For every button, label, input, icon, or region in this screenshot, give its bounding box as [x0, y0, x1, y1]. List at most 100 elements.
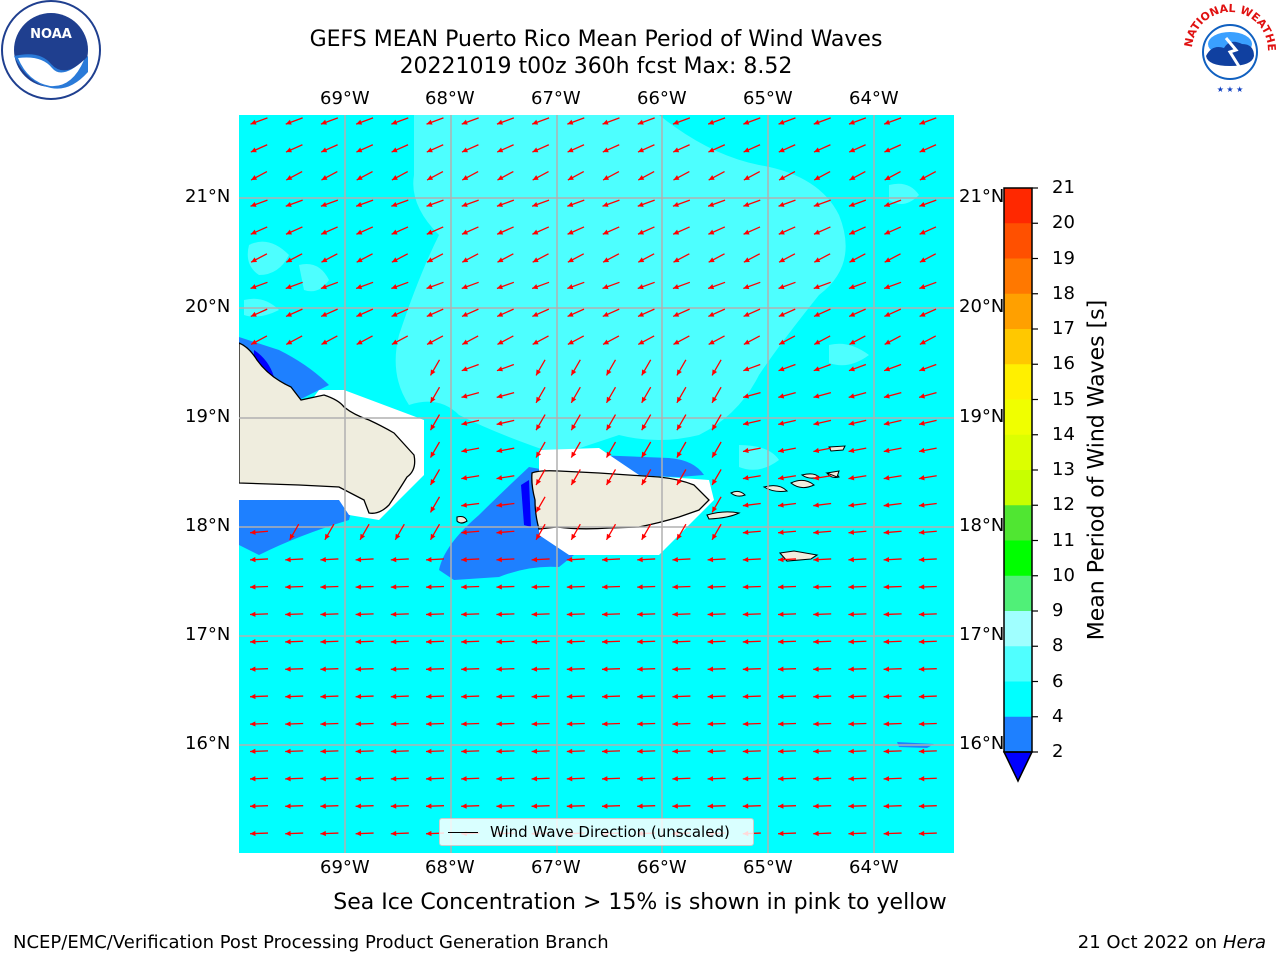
wind-wave-arrow — [742, 502, 761, 508]
wind-wave-arrow — [285, 226, 303, 235]
wind-wave-arrow — [496, 308, 514, 318]
wind-wave-arrow — [743, 226, 761, 235]
lon-tick-top: 67°W — [531, 88, 581, 109]
wind-wave-arrow — [426, 199, 444, 207]
wind-wave-arrow — [919, 171, 937, 181]
wind-wave-arrow — [356, 308, 374, 318]
wind-wave-arrow — [356, 144, 374, 153]
wind-wave-period-map[interactable] — [239, 115, 954, 853]
wind-wave-arrow — [672, 748, 691, 754]
wind-wave-arrow — [425, 803, 445, 809]
wind-wave-arrow — [250, 199, 268, 207]
wind-wave-arrow — [249, 721, 269, 727]
wind-wave-arrow — [321, 171, 338, 181]
wind-wave-arrow — [320, 144, 338, 153]
wind-wave-arrow — [848, 392, 867, 399]
wind-wave-arrow — [391, 117, 409, 125]
wind-wave-arrow — [535, 523, 546, 541]
wind-wave-arrow — [496, 776, 515, 782]
wind-wave-arrow — [848, 556, 867, 563]
lon-tick-top: 68°W — [425, 88, 475, 109]
wind-wave-arrow — [848, 419, 867, 426]
wind-wave-arrow — [602, 144, 620, 153]
colorbar-tick-label: 18 — [1052, 282, 1075, 304]
wind-wave-arrow — [461, 392, 480, 399]
wind-wave-arrow — [250, 117, 268, 125]
wind-wave-arrow — [602, 253, 620, 263]
wind-wave-arrow — [391, 335, 409, 345]
wind-wave-arrow — [496, 363, 515, 372]
wind-wave-arrow — [883, 748, 902, 754]
wind-wave-arrow — [390, 639, 409, 645]
wind-wave-arrow — [285, 584, 304, 590]
wind-wave-arrow — [813, 693, 832, 700]
wind-wave-arrow — [355, 639, 374, 645]
colorbar-tick-label: 17 — [1052, 318, 1075, 339]
wind-wave-arrow — [672, 666, 691, 672]
wind-wave-arrow — [285, 171, 303, 181]
wind-wave-arrow — [919, 335, 937, 345]
wind-wave-arrow — [391, 226, 409, 235]
wind-wave-arrow — [531, 117, 550, 125]
wind-wave-arrow — [285, 199, 303, 207]
wind-wave-arrow — [883, 611, 902, 617]
wind-wave-arrow — [425, 611, 445, 617]
wind-wave-arrow — [355, 281, 374, 290]
wind-wave-arrow — [285, 611, 304, 617]
wind-wave-arrow — [813, 556, 832, 563]
wind-wave-arrow — [883, 556, 902, 563]
wind-wave-arrow — [743, 335, 761, 345]
wind-wave-arrow — [813, 226, 831, 235]
wind-wave-arrow — [320, 748, 339, 754]
hispaniola-land — [239, 342, 416, 514]
wind-wave-arrow — [496, 144, 514, 153]
colorbar-segment — [1004, 575, 1032, 612]
wind-wave-arrow — [813, 475, 832, 481]
wind-wave-arrow — [461, 502, 480, 508]
wind-wave-arrow — [672, 556, 691, 563]
wind-wave-arrow — [535, 469, 546, 486]
wind-wave-arrow — [531, 693, 550, 700]
wind-wave-arrow — [285, 748, 304, 754]
wind-wave-arrow — [711, 359, 722, 376]
lat-tick-left: 16°N — [185, 733, 231, 754]
wind-wave-arrow — [918, 721, 937, 727]
wind-wave-arrow — [570, 386, 581, 404]
wind-wave-arrow — [778, 308, 796, 318]
wind-wave-arrow — [918, 584, 937, 590]
wind-wave-arrow — [919, 144, 937, 153]
wind-wave-arrow — [778, 363, 796, 372]
wind-wave-arrow — [637, 693, 656, 700]
lat-tick-right: 17°N — [959, 624, 1005, 645]
wind-wave-arrow — [461, 117, 479, 125]
wind-wave-arrow — [461, 721, 480, 727]
wind-wave-arrow — [355, 693, 374, 700]
wind-wave-arrow — [285, 830, 304, 837]
wind-wave-arrow — [496, 639, 515, 645]
wind-wave-arrow — [425, 748, 445, 754]
wind-wave-arrow — [285, 144, 303, 153]
legend-label: Wind Wave Direction (unscaled) — [490, 823, 730, 841]
wind-wave-arrow — [356, 335, 373, 345]
wind-wave-arrow — [883, 666, 902, 672]
wind-wave-arrow — [390, 693, 409, 700]
period-6-8-patch — [299, 264, 329, 292]
wind-wave-arrow — [672, 584, 691, 590]
wind-wave-arrow — [535, 386, 546, 404]
wind-wave-arrow — [426, 171, 444, 181]
wind-wave-arrow — [883, 447, 902, 454]
wind-wave-arrow — [641, 469, 652, 486]
wind-wave-arrow — [391, 171, 409, 181]
lat-tick-left: 20°N — [185, 296, 231, 317]
wind-wave-arrow — [672, 639, 691, 645]
wind-wave-arrow — [532, 171, 549, 181]
wind-wave-arrow — [707, 199, 726, 207]
wind-wave-arrow — [566, 776, 585, 782]
wind-wave-arrow — [708, 308, 726, 318]
wind-wave-arrow — [813, 144, 831, 153]
wind-wave-arrow — [390, 556, 409, 563]
wind-wave-arrow — [425, 584, 445, 590]
wind-wave-arrow — [496, 748, 515, 754]
wind-wave-arrow — [356, 171, 373, 181]
wind-wave-arrow — [601, 693, 621, 700]
